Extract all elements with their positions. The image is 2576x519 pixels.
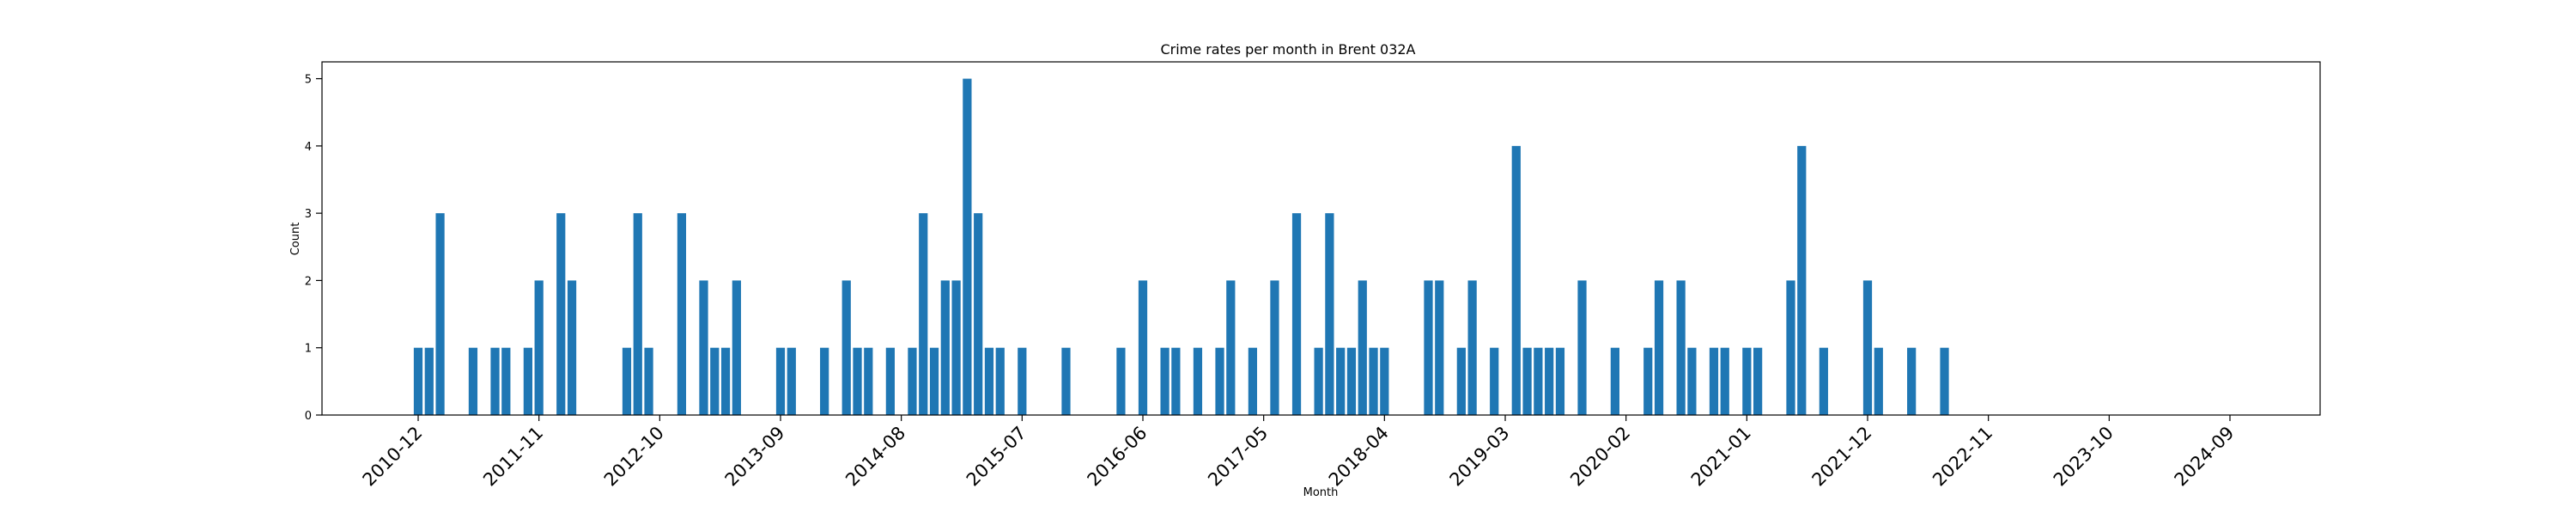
bar <box>1819 347 1828 415</box>
bar <box>1424 280 1433 415</box>
bar <box>995 347 1005 415</box>
bar <box>1336 347 1346 415</box>
bar <box>1577 280 1587 415</box>
chart-title: Crime rates per month in Brent 032A <box>1160 41 1415 58</box>
bar <box>1511 145 1521 416</box>
bar <box>556 213 566 415</box>
bar <box>677 213 687 415</box>
bar <box>1193 347 1203 415</box>
bar <box>1160 347 1170 415</box>
bar <box>1720 347 1729 415</box>
bar <box>501 347 511 415</box>
bar <box>644 347 653 415</box>
bar <box>523 347 532 415</box>
y-axis-label: Count <box>289 223 302 256</box>
bar <box>1874 347 1883 415</box>
bar <box>1325 213 1334 415</box>
bar <box>1490 347 1499 415</box>
bar <box>1654 280 1664 415</box>
bar <box>1270 280 1279 415</box>
bar <box>1456 347 1466 415</box>
bar <box>424 347 434 415</box>
bar <box>908 347 917 415</box>
bar <box>710 347 720 415</box>
bar <box>1435 280 1444 415</box>
bar <box>1226 280 1236 415</box>
y-tick-label: 0 <box>305 410 312 423</box>
bar <box>929 347 939 415</box>
bar <box>1346 347 1357 415</box>
bar <box>1610 347 1619 415</box>
bar <box>1467 280 1477 415</box>
bar <box>1369 347 1378 415</box>
bar <box>1018 347 1027 415</box>
bar <box>1215 347 1224 415</box>
bar <box>787 347 796 415</box>
bar <box>435 213 445 415</box>
bar <box>974 213 983 415</box>
x-axis-label: Month <box>1303 486 1339 499</box>
bar <box>1555 347 1565 415</box>
bars-layer <box>413 78 1949 416</box>
bar <box>841 280 851 415</box>
bar <box>720 347 731 415</box>
bar <box>1786 280 1795 415</box>
bar <box>1522 347 1532 415</box>
bar <box>1314 347 1323 415</box>
y-tick-label: 1 <box>305 343 312 356</box>
bar <box>1138 280 1148 415</box>
bar <box>864 347 873 415</box>
bar <box>1797 145 1807 416</box>
y-tick-label: 3 <box>305 208 312 221</box>
y-axis: 0 1 2 3 4 5 <box>305 74 322 423</box>
bar <box>567 280 577 415</box>
bar <box>820 347 829 415</box>
bar <box>622 347 632 415</box>
bar <box>732 280 741 415</box>
y-tick-label: 4 <box>305 141 312 154</box>
bar <box>775 347 786 415</box>
bar <box>1676 280 1686 415</box>
bar <box>1380 347 1389 415</box>
bar <box>1907 347 1917 415</box>
bar <box>1643 347 1653 415</box>
bar <box>1742 347 1752 415</box>
bar <box>984 347 994 415</box>
y-tick-label: 5 <box>305 74 312 87</box>
bar <box>1291 213 1302 415</box>
bar <box>1248 347 1257 415</box>
bar <box>1940 347 1949 415</box>
bar <box>699 280 708 415</box>
bar <box>1709 347 1719 415</box>
bar <box>1061 347 1071 415</box>
bar <box>951 280 961 415</box>
bar <box>1862 280 1873 415</box>
plot-frame <box>321 61 2321 416</box>
bar <box>1753 347 1763 415</box>
bar <box>919 213 928 415</box>
bar <box>534 280 544 415</box>
bar <box>490 347 500 415</box>
bar <box>1116 347 1126 415</box>
bar <box>940 280 950 415</box>
bar <box>633 213 642 415</box>
bar <box>1687 347 1697 415</box>
bar <box>1358 280 1367 415</box>
y-tick-label: 2 <box>305 275 312 288</box>
bar <box>853 347 862 415</box>
bar <box>1545 347 1554 415</box>
bar <box>468 347 478 415</box>
bar <box>963 78 972 415</box>
bar <box>413 347 423 415</box>
bar <box>1534 347 1543 415</box>
bar <box>885 347 895 415</box>
bar <box>1171 347 1181 415</box>
